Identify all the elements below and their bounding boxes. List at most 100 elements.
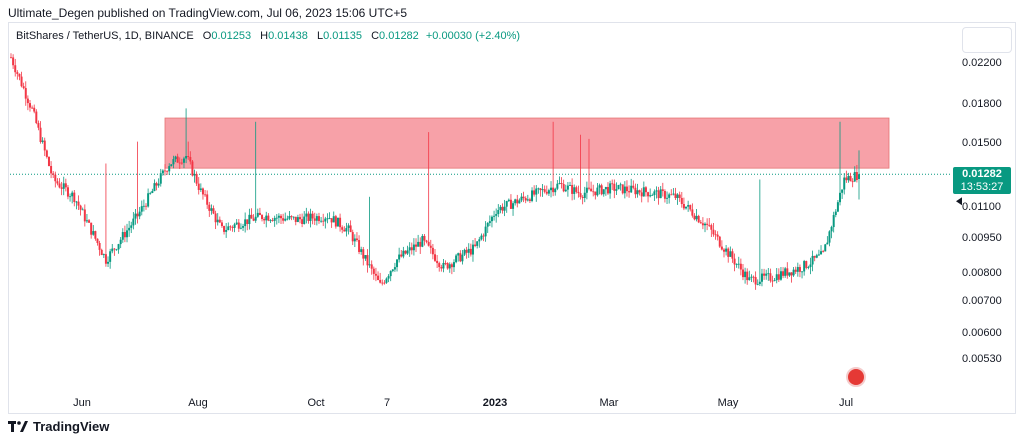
candle-body — [640, 192, 643, 197]
candle-body — [526, 199, 529, 201]
candle-body — [383, 282, 386, 284]
candle-body — [277, 215, 280, 218]
candle-body — [752, 276, 755, 278]
candle-body — [47, 156, 50, 167]
candle-body — [558, 183, 561, 184]
candle-body — [583, 192, 586, 198]
candle-body — [716, 234, 719, 237]
candle-body — [140, 206, 143, 212]
low-key: L — [316, 30, 324, 42]
candle-body — [556, 183, 559, 189]
scale-corner-box[interactable] — [962, 27, 1012, 53]
candle-body — [288, 216, 291, 219]
close-key: C — [371, 30, 380, 42]
candle-body — [353, 238, 356, 242]
candle-body — [661, 189, 664, 192]
candle-body — [623, 186, 626, 194]
candle-body — [729, 251, 732, 257]
candle-body — [674, 193, 677, 199]
candle-body — [744, 271, 747, 278]
x-tick-label: May — [718, 397, 739, 409]
high-key: H — [260, 30, 269, 42]
candle-body — [562, 184, 565, 192]
candle-body — [290, 216, 293, 217]
candle-body — [69, 196, 72, 198]
candle-body — [845, 177, 848, 181]
candle-body — [794, 269, 797, 272]
candle-body — [427, 241, 430, 246]
change-value: +0.00030 (+2.40%) — [425, 30, 521, 42]
candle-body — [235, 222, 238, 225]
candle-body — [75, 201, 78, 203]
candle-body — [250, 214, 253, 219]
candle-body — [575, 187, 578, 192]
candle-body — [227, 226, 230, 230]
candle-body — [223, 226, 226, 232]
candles-group — [10, 53, 860, 290]
candle-body — [60, 187, 63, 189]
candle-body — [214, 213, 217, 223]
candle-body — [341, 227, 344, 230]
candle-body — [587, 187, 590, 189]
symbol-title[interactable]: BitShares / TetherUS, 1D, BINANCE — [16, 30, 194, 42]
candle-body — [632, 185, 635, 188]
candle-body — [10, 57, 12, 59]
candle-body — [822, 251, 825, 252]
candle-body — [292, 216, 295, 218]
candle-body — [615, 189, 618, 191]
candle-body — [269, 220, 272, 222]
candle-body — [309, 213, 312, 221]
candle-body — [182, 158, 185, 163]
candle-body — [855, 172, 858, 181]
candle-body — [748, 277, 751, 281]
candle-body — [725, 248, 728, 252]
candle-body — [345, 227, 348, 232]
candle-body — [136, 213, 139, 217]
candle-body — [798, 267, 801, 272]
candle-body — [841, 189, 844, 193]
candle-body — [606, 186, 609, 194]
candle-body — [170, 164, 173, 167]
candle-body — [134, 213, 137, 219]
candle-body — [64, 183, 67, 188]
candle-body — [758, 281, 761, 284]
candle-body — [666, 197, 669, 199]
candle-body — [501, 206, 504, 211]
price-marker-icon — [956, 197, 962, 206]
candle-body — [14, 65, 17, 73]
candle-body — [531, 190, 534, 201]
candle-body — [539, 188, 542, 191]
candle-body — [191, 161, 194, 176]
candle-body — [858, 174, 860, 179]
footer-brand: TradingView — [8, 419, 109, 434]
candle-body — [714, 234, 717, 236]
candle-body — [322, 220, 325, 222]
candle-body — [113, 248, 116, 250]
candle-body — [594, 191, 597, 196]
us-flag-icon[interactable] — [846, 367, 866, 387]
candle-body — [590, 188, 593, 192]
candle-body — [509, 199, 512, 209]
candle-body — [630, 185, 633, 193]
candle-body — [659, 189, 662, 199]
candle-body — [155, 183, 158, 186]
candle-body — [708, 224, 711, 226]
candle-body — [537, 188, 540, 190]
candle-body — [613, 183, 616, 191]
candle-body — [809, 264, 812, 268]
candle-body — [813, 255, 816, 258]
candle-body — [786, 268, 789, 276]
candle-body — [303, 216, 306, 224]
y-tick-label: 0.00530 — [962, 353, 1002, 365]
candle-body — [680, 197, 683, 205]
candle-body — [52, 173, 55, 175]
candle-body — [410, 247, 413, 251]
candle-body — [197, 183, 200, 190]
candle-body — [657, 190, 660, 199]
candle-body — [507, 199, 510, 202]
candle-body — [520, 196, 523, 201]
candle-body — [482, 235, 485, 237]
candle-body — [471, 244, 474, 255]
candle-body — [782, 271, 785, 276]
